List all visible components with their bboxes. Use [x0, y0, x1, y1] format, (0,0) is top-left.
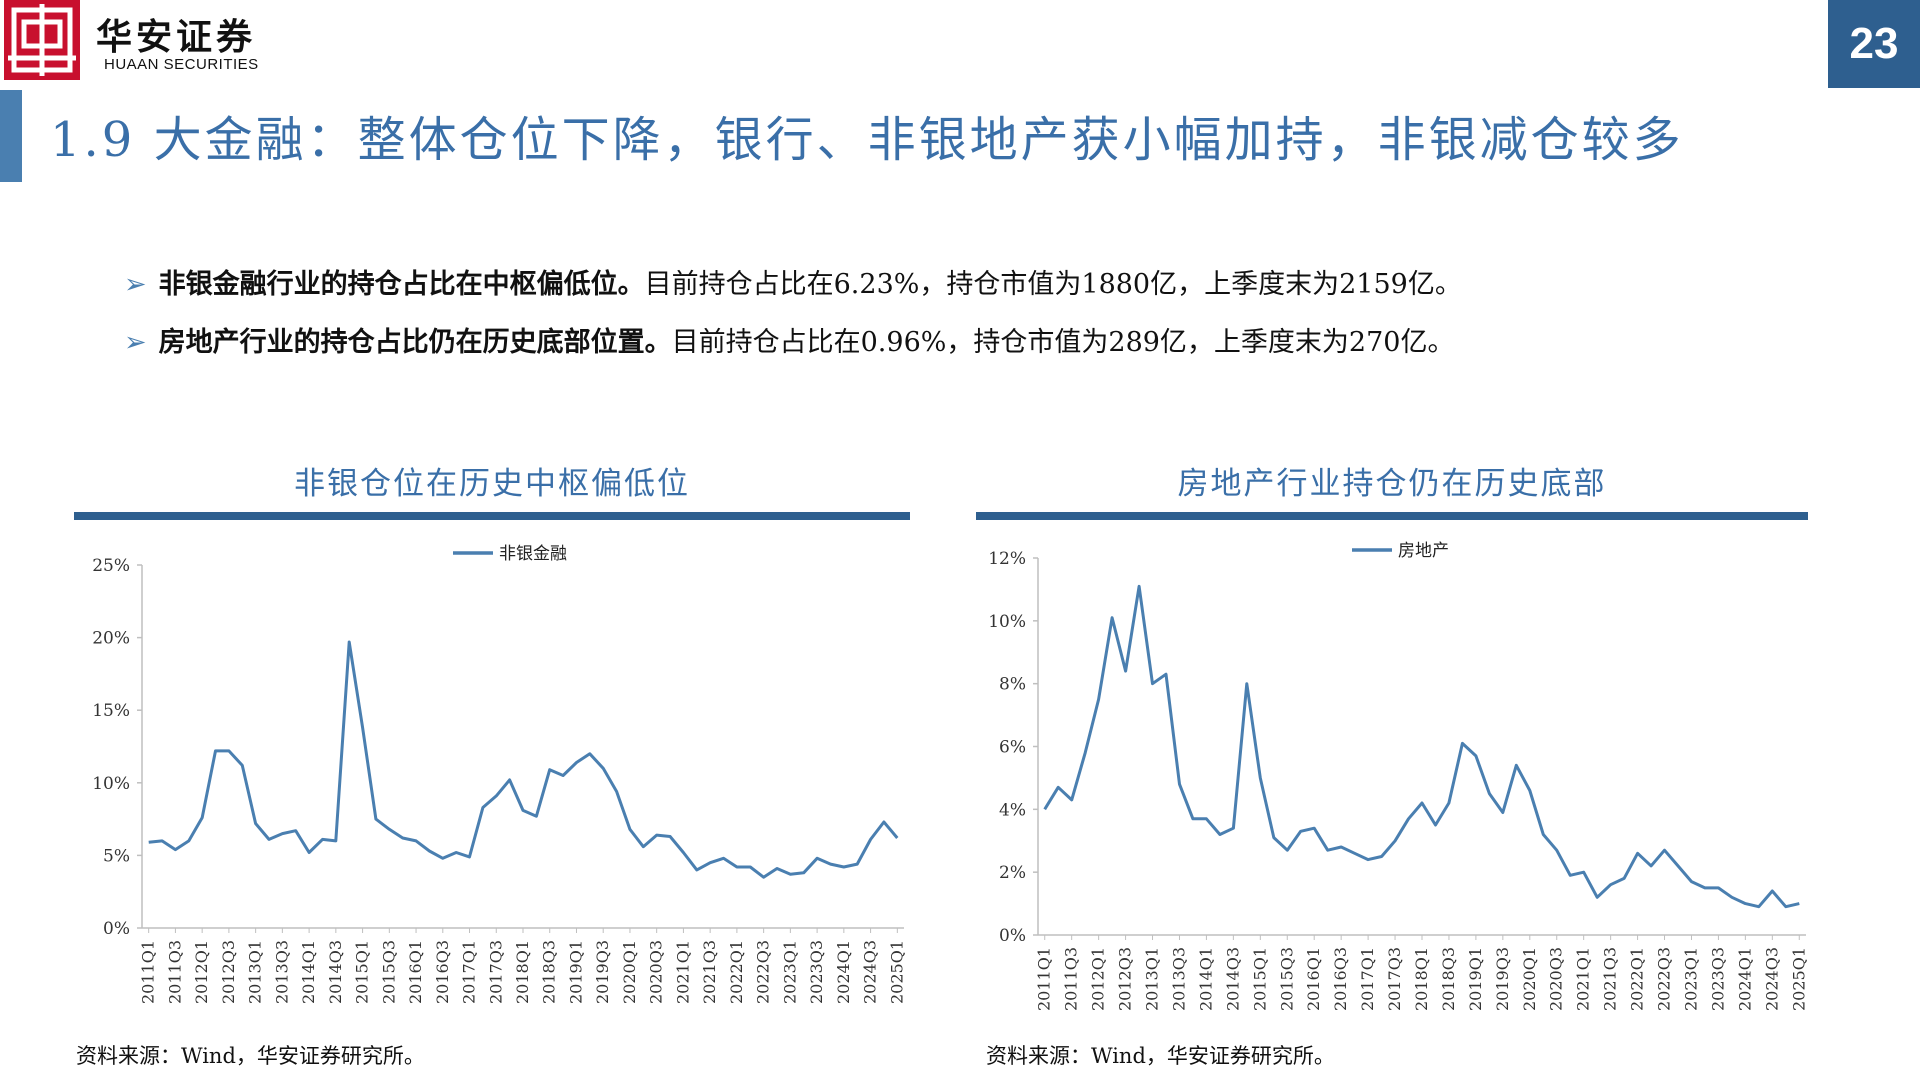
- bullet-2-text: 目前持仓占比在0.96%，持仓市值为289亿，上季度末为270亿。: [671, 327, 1455, 358]
- legend-label: 房地产: [1398, 541, 1449, 561]
- x-tick-label: 2023Q3: [1708, 947, 1727, 1011]
- chart-1-plot: 0% 5% 10% 15% 20% 25% 2011Q1 2011Q3 2012Q1 2012Q3…: [92, 544, 906, 1004]
- x-tick-label: 2018Q3: [1439, 947, 1458, 1011]
- x-tick-label: 2025Q1: [1789, 947, 1808, 1011]
- logo-cn: 华安证券: [96, 16, 257, 58]
- x-tick-label: 2019Q1: [1466, 947, 1485, 1011]
- x-tick-label: 2024Q1: [1735, 947, 1754, 1011]
- x-tick-label: 2016Q3: [433, 940, 452, 1004]
- x-tick-label: 2015Q3: [1277, 947, 1296, 1011]
- x-tick-label: 2015Q1: [1250, 947, 1269, 1011]
- x-tick-label: 2013Q1: [1143, 947, 1162, 1011]
- x-tick-label: 2024Q3: [1762, 947, 1781, 1011]
- bullet-2: ➢ 房地产行业的持仓占比仍在历史底部位置。目前持仓占比在0.96%，持仓市值为28…: [124, 320, 1454, 359]
- x-tick-label: 2014Q3: [1223, 947, 1242, 1011]
- chart-1-title: 非银仓位在历史中枢偏低位: [294, 466, 690, 502]
- y-tick-label: 6%: [999, 738, 1026, 758]
- x-tick-label: 2022Q3: [754, 940, 773, 1004]
- x-tick-label: 2023Q1: [780, 940, 799, 1004]
- x-tick-label: 2016Q1: [1304, 947, 1323, 1011]
- x-tick-label: 2015Q1: [353, 940, 372, 1004]
- x-tick-label: 2023Q3: [807, 940, 826, 1004]
- x-tick-label: 2011Q1: [139, 940, 158, 1004]
- title-accent-bar: [0, 90, 22, 182]
- x-tick-label: 2017Q3: [1385, 947, 1404, 1011]
- x-tick-label: 2019Q3: [593, 940, 612, 1004]
- page-number: 23: [1828, 0, 1920, 88]
- x-tick-label: 2014Q3: [326, 940, 345, 1004]
- x-tick-label: 2024Q1: [834, 940, 853, 1004]
- y-tick-label: 15%: [92, 701, 130, 721]
- y-tick-label: 10%: [92, 774, 130, 794]
- page-title: 1.9 大金融：整体仓位下降，银行、非银地产获小幅加持，非银减仓较多: [50, 112, 1684, 168]
- x-tick-label: 2018Q1: [513, 940, 532, 1004]
- x-tick-label: 2022Q1: [727, 940, 746, 1004]
- x-tick-label: 2013Q3: [272, 940, 291, 1004]
- x-tick-label: 2018Q3: [540, 940, 559, 1004]
- y-tick-label: 12%: [988, 549, 1026, 569]
- x-tick-label: 2012Q1: [1089, 947, 1108, 1011]
- x-tick-label: 2019Q1: [566, 940, 585, 1004]
- x-tick-label: 2022Q1: [1628, 947, 1647, 1011]
- x-tick-label: 2011Q1: [1035, 947, 1054, 1011]
- x-tick-label: 2012Q1: [192, 940, 211, 1004]
- x-tick-label: 2012Q3: [1116, 947, 1135, 1011]
- x-tick-label: 2023Q1: [1681, 947, 1700, 1011]
- legend-label: 非银金融: [499, 544, 567, 564]
- x-tick-label: 2014Q1: [299, 940, 318, 1004]
- x-tick-label: 2021Q3: [700, 940, 719, 1004]
- x-tick-label: 2025Q1: [887, 940, 906, 1004]
- x-tick-label: 2020Q3: [647, 940, 666, 1004]
- y-tick-label: 0%: [999, 926, 1026, 946]
- x-tick-label: 2011Q3: [165, 940, 184, 1004]
- bullet-1-text: 目前持仓占比在6.23%，持仓市值为1880亿，上季度末为2159亿。: [644, 269, 1462, 300]
- x-tick-label: 2016Q1: [406, 940, 425, 1004]
- x-tick-label: 2013Q1: [246, 940, 265, 1004]
- x-tick-label: 2020Q1: [620, 940, 639, 1004]
- x-tick-label: 2024Q3: [861, 940, 880, 1004]
- x-tick-label: 2015Q3: [379, 940, 398, 1004]
- bullet-1: ➢ 非银金融行业的持仓占比在中枢偏低位。目前持仓占比在6.23%，持仓市值为188…: [124, 262, 1462, 301]
- x-tick-label: 2017Q1: [1358, 947, 1377, 1011]
- x-tick-label: 2021Q1: [673, 940, 692, 1004]
- x-tick-label: 2017Q3: [486, 940, 505, 1004]
- x-tick-label: 2020Q3: [1547, 947, 1566, 1011]
- chart-2-rule: [976, 512, 1808, 520]
- y-tick-label: 25%: [92, 556, 130, 576]
- bullet-1-bold: 非银金融行业的持仓占比在中枢偏低位。: [158, 269, 645, 300]
- x-tick-label: 2011Q3: [1062, 947, 1081, 1011]
- x-tick-label: 2022Q3: [1655, 947, 1674, 1011]
- logo-en: HUAAN SECURITIES: [104, 56, 259, 73]
- y-tick-label: 4%: [999, 800, 1026, 820]
- y-tick-label: 2%: [999, 863, 1026, 883]
- bullet-2-bold: 房地产行业的持仓占比仍在历史底部位置。: [158, 327, 672, 358]
- x-tick-label: 2018Q1: [1412, 947, 1431, 1011]
- x-tick-label: 2013Q3: [1169, 947, 1188, 1011]
- x-tick-label: 2021Q3: [1601, 947, 1620, 1011]
- chart-2-title: 房地产行业持仓仍在历史底部: [1177, 466, 1607, 502]
- chart-1-rule: [74, 512, 910, 520]
- y-tick-label: 10%: [988, 612, 1026, 632]
- arrow-icon: ➢: [124, 327, 147, 358]
- x-tick-label: 2014Q1: [1196, 947, 1215, 1011]
- x-tick-label: 2012Q3: [219, 940, 238, 1004]
- x-tick-label: 2020Q1: [1520, 947, 1539, 1011]
- y-tick-label: 0%: [103, 919, 130, 939]
- logo-mark: [4, 0, 80, 80]
- y-tick-label: 8%: [999, 675, 1026, 695]
- x-tick-label: 2019Q3: [1493, 947, 1512, 1011]
- series-line-非银金融: [148, 640, 899, 879]
- x-tick-label: 2016Q3: [1331, 947, 1350, 1011]
- x-tick-label: 2017Q1: [460, 940, 479, 1004]
- chart-2-plot: 0% 2% 4% 6% 8% 10% 12% 2011Q1 2011Q3 2012Q1 2012Q3…: [988, 541, 1808, 1011]
- series-line-房地产: [1043, 584, 1800, 909]
- chart-1-source: 资料来源：Wind，华安证券研究所。: [76, 1044, 425, 1068]
- chart-2-source: 资料来源：Wind，华安证券研究所。: [986, 1044, 1335, 1068]
- y-tick-label: 20%: [92, 629, 130, 649]
- x-tick-label: 2021Q1: [1574, 947, 1593, 1011]
- y-tick-label: 5%: [103, 846, 130, 866]
- arrow-icon: ➢: [124, 269, 147, 300]
